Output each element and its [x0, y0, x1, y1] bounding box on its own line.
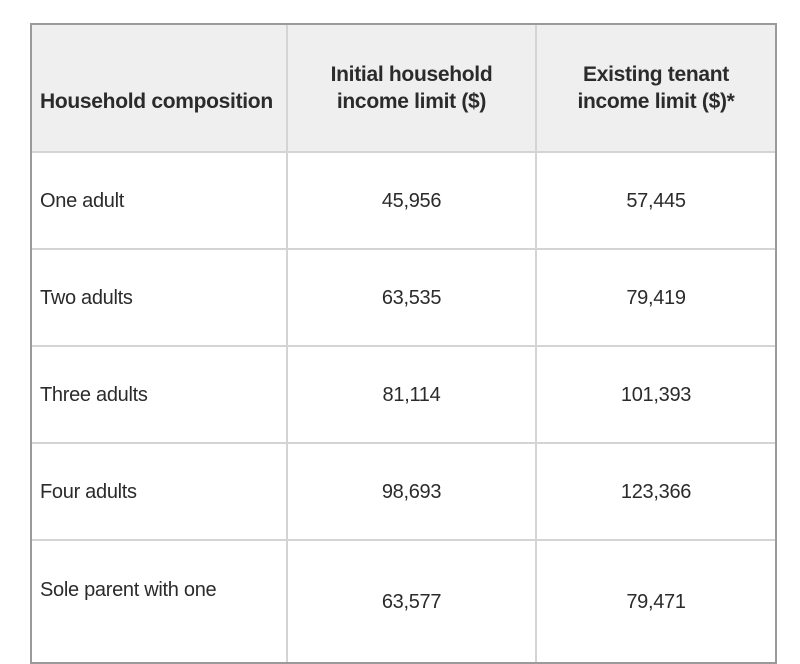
header-initial-income-limit: Initial household income limit ($) [286, 25, 536, 152]
table-row-three-adults: Three adults 81,114 101,393 [32, 345, 775, 443]
initial-limit-cell: 81,114 [286, 345, 536, 443]
existing-limit-cell: 101,393 [535, 345, 775, 443]
row-label-cell: Sole parent with one [32, 539, 287, 662]
table-row-sole-parent-one-child: Sole parent with one 63,577 79,471 [32, 539, 775, 662]
income-limits-table-container: Household composition Initial household … [30, 23, 777, 664]
existing-limit-cell: 79,419 [535, 248, 775, 346]
row-label-cell: Three adults [32, 345, 287, 443]
row-label-cell: Four adults [32, 442, 287, 540]
initial-limit-cell: 45,956 [286, 151, 536, 249]
existing-limit-cell: 57,445 [535, 151, 775, 249]
initial-limit-cell: 98,693 [286, 442, 536, 540]
header-existing-tenant-income-limit: Existing tenant income limit ($)* [535, 25, 775, 152]
initial-limit-cell: 63,535 [286, 248, 536, 346]
existing-limit-cell: 79,471 [535, 539, 775, 662]
table-row-four-adults: Four adults 98,693 123,366 [32, 442, 775, 540]
table-row-one-adult: One adult 45,956 57,445 [32, 151, 775, 249]
table-row-two-adults: Two adults 63,535 79,419 [32, 248, 775, 346]
initial-limit-cell: 63,577 [286, 539, 536, 662]
row-label-cell: Two adults [32, 248, 287, 346]
row-label-cell: One adult [32, 151, 287, 249]
header-household-composition: Household composition [32, 25, 287, 152]
existing-limit-cell: 123,366 [535, 442, 775, 540]
income-limits-table: Household composition Initial household … [32, 25, 775, 662]
header-row: Household composition Initial household … [32, 25, 775, 152]
